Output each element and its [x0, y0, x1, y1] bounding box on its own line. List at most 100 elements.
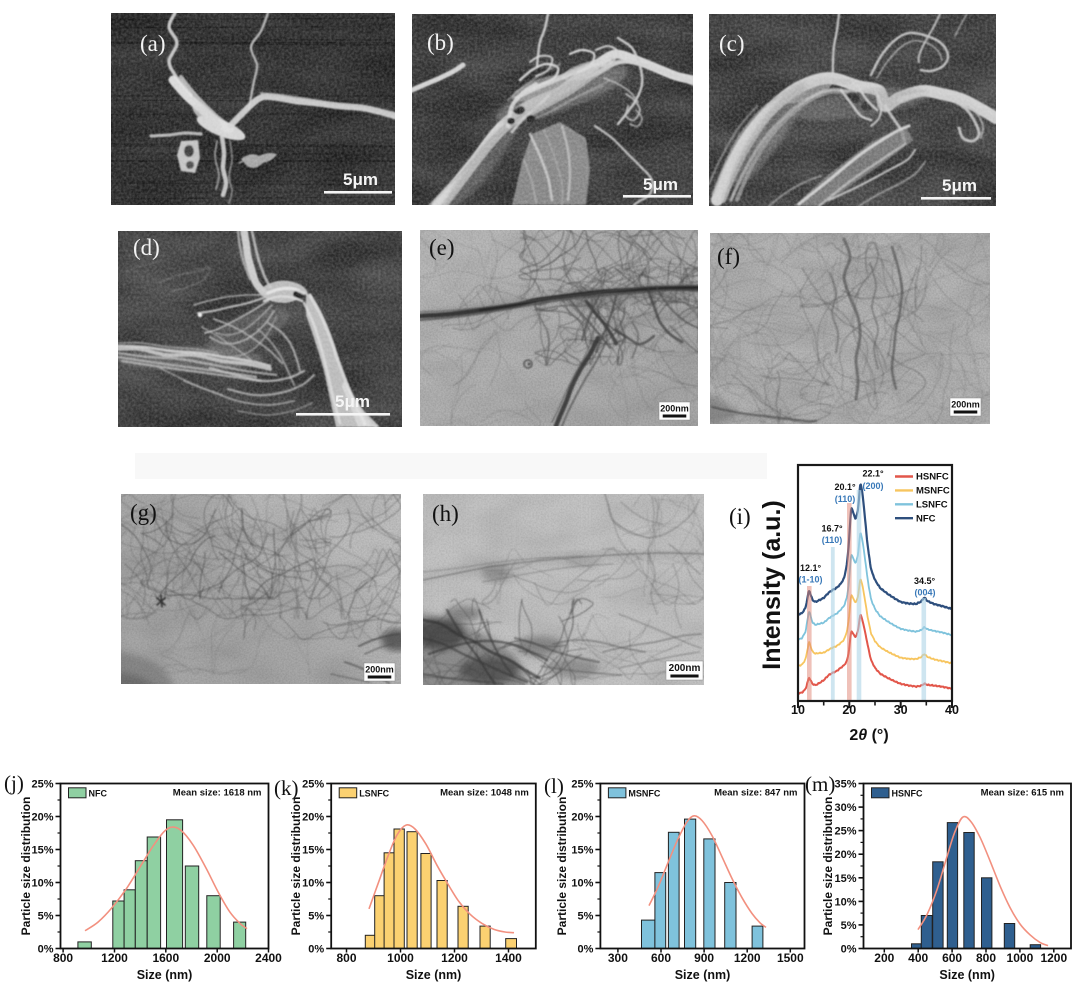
svg-text:Particle size distribution: Particle size distribution — [555, 797, 569, 936]
svg-text:(b): (b) — [427, 30, 454, 55]
svg-text:600: 600 — [942, 951, 962, 965]
svg-text:1200: 1200 — [734, 951, 761, 965]
svg-text:0%: 0% — [577, 944, 593, 956]
svg-text:(e): (e) — [429, 235, 455, 260]
svg-text:10%: 10% — [571, 878, 593, 890]
svg-text:15%: 15% — [302, 845, 324, 857]
svg-text:15%: 15% — [31, 845, 53, 857]
svg-text:15%: 15% — [834, 873, 856, 885]
svg-text:22.1°: 22.1° — [862, 469, 884, 479]
svg-text:800: 800 — [976, 951, 996, 965]
svg-text:1400: 1400 — [495, 951, 522, 965]
svg-text:5%: 5% — [38, 911, 54, 923]
svg-text:5%: 5% — [841, 920, 857, 932]
svg-text:2θ (°): 2θ (°) — [849, 727, 888, 744]
svg-text:20%: 20% — [302, 812, 324, 824]
svg-text:(m): (m) — [805, 772, 835, 796]
svg-text:15%: 15% — [571, 845, 593, 857]
svg-text:200nm: 200nm — [365, 664, 394, 674]
svg-text:Size (nm): Size (nm) — [137, 968, 193, 982]
svg-text:200: 200 — [874, 951, 894, 965]
svg-text:1600: 1600 — [152, 951, 179, 965]
svg-text:5μm: 5μm — [335, 392, 370, 411]
svg-text:25%: 25% — [571, 779, 593, 791]
svg-text:300: 300 — [608, 951, 628, 965]
svg-text:(d): (d) — [133, 235, 160, 260]
svg-text:(g): (g) — [130, 500, 157, 525]
svg-text:(f): (f) — [717, 244, 740, 269]
svg-text:1200: 1200 — [441, 951, 468, 965]
svg-text:Size (nm): Size (nm) — [939, 968, 995, 982]
svg-text:35%: 35% — [834, 779, 856, 791]
svg-text:(1-10): (1-10) — [798, 575, 822, 585]
svg-text:(110): (110) — [835, 494, 856, 504]
svg-text:LSNFC: LSNFC — [916, 500, 948, 511]
svg-text:20.1°: 20.1° — [834, 482, 856, 492]
svg-text:12.1°: 12.1° — [800, 563, 822, 573]
svg-text:20%: 20% — [834, 849, 856, 861]
svg-text:0%: 0% — [308, 944, 324, 956]
svg-text:5%: 5% — [308, 911, 324, 923]
svg-text:30%: 30% — [834, 802, 856, 814]
svg-text:20: 20 — [842, 703, 856, 717]
svg-text:(200): (200) — [862, 481, 883, 491]
svg-text:20%: 20% — [31, 812, 53, 824]
svg-text:(a): (a) — [140, 31, 166, 56]
svg-text:5μm: 5μm — [643, 175, 678, 194]
svg-text:900: 900 — [694, 951, 714, 965]
svg-text:16.7°: 16.7° — [821, 524, 843, 534]
svg-text:(i): (i) — [729, 504, 751, 529]
svg-text:Intensity (a.u.): Intensity (a.u.) — [758, 500, 786, 669]
svg-text:40: 40 — [945, 703, 959, 717]
svg-text:34.5°: 34.5° — [914, 576, 936, 586]
svg-text:(c): (c) — [719, 31, 745, 56]
svg-text:25%: 25% — [302, 779, 324, 791]
svg-text:Size (nm): Size (nm) — [406, 968, 462, 982]
svg-text:200nm: 200nm — [669, 663, 701, 674]
svg-text:200nm: 200nm — [951, 399, 980, 409]
svg-text:30: 30 — [894, 703, 908, 717]
svg-text:Size (nm): Size (nm) — [675, 968, 731, 982]
svg-text:10%: 10% — [302, 878, 324, 890]
svg-text:Particle size distribution: Particle size distribution — [821, 797, 835, 936]
svg-text:800: 800 — [53, 951, 73, 965]
svg-text:10%: 10% — [834, 896, 856, 908]
svg-text:(j): (j) — [4, 771, 24, 795]
svg-text:600: 600 — [651, 951, 671, 965]
svg-text:1200: 1200 — [1040, 951, 1067, 965]
svg-text:25%: 25% — [31, 779, 53, 791]
svg-text:NFC: NFC — [89, 788, 108, 798]
svg-text:Mean size: 1618 nm: Mean size: 1618 nm — [173, 788, 262, 799]
svg-text:800: 800 — [336, 951, 356, 965]
svg-text:(110): (110) — [822, 535, 843, 545]
svg-text:(k): (k) — [274, 776, 299, 800]
svg-text:5μm: 5μm — [942, 176, 977, 195]
svg-text:(l): (l) — [544, 774, 564, 798]
svg-text:Mean size: 1048 nm: Mean size: 1048 nm — [440, 788, 529, 799]
svg-text:10%: 10% — [31, 878, 53, 890]
svg-text:5%: 5% — [577, 911, 593, 923]
svg-text:400: 400 — [908, 951, 928, 965]
svg-text:Particle size distribution: Particle size distribution — [19, 797, 33, 936]
svg-text:25%: 25% — [834, 826, 856, 838]
svg-text:2400: 2400 — [255, 951, 282, 965]
svg-text:HSNFC: HSNFC — [892, 788, 923, 798]
svg-text:1500: 1500 — [777, 951, 804, 965]
svg-text:HSNFC: HSNFC — [916, 472, 949, 483]
svg-text:1200: 1200 — [101, 951, 128, 965]
svg-text:0%: 0% — [841, 944, 857, 956]
svg-text:LSNFC: LSNFC — [359, 788, 389, 798]
svg-text:20%: 20% — [571, 812, 593, 824]
svg-text:Mean size: 847 nm: Mean size: 847 nm — [714, 788, 797, 799]
svg-text:1000: 1000 — [387, 951, 414, 965]
svg-text:10: 10 — [791, 703, 805, 717]
svg-text:(004): (004) — [914, 588, 935, 598]
svg-text:MSNFC: MSNFC — [628, 788, 660, 798]
svg-text:NFC: NFC — [916, 513, 936, 524]
svg-text:(h): (h) — [432, 501, 459, 526]
svg-text:Mean size: 615 nm: Mean size: 615 nm — [981, 788, 1064, 799]
svg-text:0%: 0% — [38, 944, 54, 956]
svg-text:2000: 2000 — [204, 951, 231, 965]
svg-text:MSNFC: MSNFC — [916, 486, 950, 497]
svg-text:1000: 1000 — [1007, 951, 1034, 965]
